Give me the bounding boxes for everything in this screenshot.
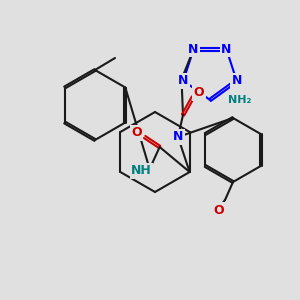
Text: O: O (214, 203, 224, 217)
Text: NH: NH (131, 164, 152, 178)
Text: N: N (173, 130, 183, 143)
Text: N: N (231, 74, 242, 87)
Text: N: N (221, 43, 232, 56)
Text: O: O (194, 86, 204, 100)
Text: N: N (178, 74, 189, 87)
Text: N: N (188, 43, 199, 56)
Text: NH₂: NH₂ (228, 95, 251, 105)
Text: O: O (131, 127, 142, 140)
